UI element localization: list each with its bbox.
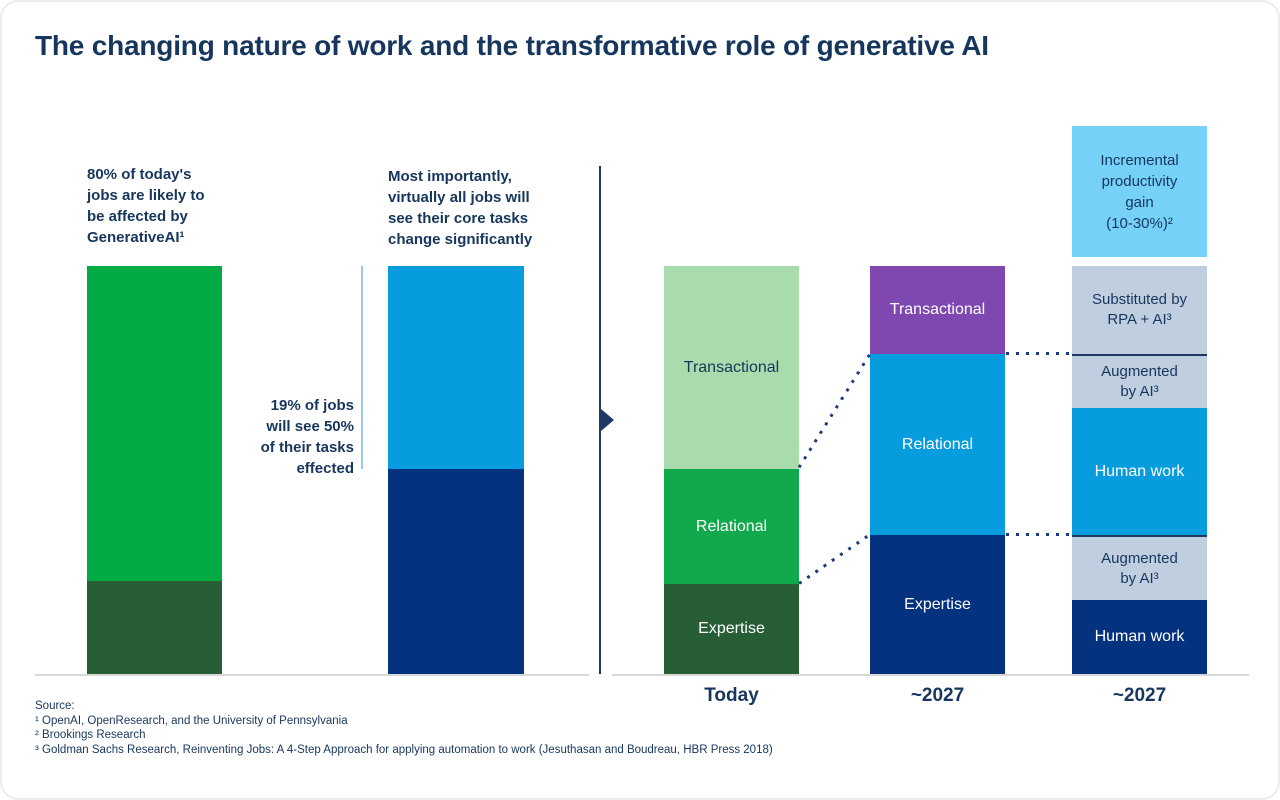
productivity-gain-box: Incremental productivity gain (10-30%)² (1072, 126, 1207, 257)
segment-relational: Relational (664, 469, 799, 584)
annotation-line: 80% of today's (87, 166, 192, 183)
arrow-right-icon (601, 409, 614, 431)
segment-expertise: Expertise (870, 535, 1005, 674)
source-item: ² Brookings Research (35, 729, 146, 741)
segment-relational: Relational (870, 354, 1005, 535)
annotation-tasks-effected: 19% of jobs will see 50% of their tasks … (227, 395, 354, 479)
annotation-line: GenerativeAI¹ (87, 229, 185, 246)
segment-augmented-by-ai: Augmented by AI³ (1072, 535, 1207, 600)
annotation-line: Most importantly, (388, 168, 512, 185)
dotted-connector (797, 353, 872, 469)
source-block: Source: ¹ OpenAI, OpenResearch, and the … (35, 699, 773, 757)
segment-substituted-rpa-ai: Substituted by RPA + AI³ (1072, 266, 1207, 354)
axis-label-2027: ~2027 (910, 685, 965, 706)
segment-tasks-top (388, 266, 524, 469)
axis-label-today: Today (704, 685, 759, 706)
source-heading: Source: (35, 700, 75, 712)
annotation-line: of their tasks (260, 439, 354, 456)
dotted-connector (1006, 352, 1072, 355)
bar-2027-split: Substituted by RPA + AI³ Augmented by AI… (1072, 266, 1207, 674)
annotation-line: will see 50% (266, 418, 354, 435)
source-item: ³ Goldman Sachs Research, Reinventing Jo… (35, 743, 773, 756)
baseline-left (35, 674, 589, 676)
annotation-line: see their core tasks (388, 210, 529, 227)
annotation-core-tasks-change: Most importantly, virtually all jobs wil… (388, 166, 603, 250)
annotation-line: 19% of jobs (270, 397, 354, 414)
source-item: ¹ OpenAI, OpenResearch, and the Universi… (35, 714, 348, 727)
segment-tasks-bottom (388, 469, 524, 674)
bar-jobs-affected (87, 266, 222, 674)
segment-augmented-by-ai: Augmented by AI³ (1072, 354, 1207, 408)
baseline-right (612, 674, 1249, 676)
annotation-line: change significantly (388, 231, 533, 248)
annotation-line: effected (296, 460, 354, 477)
annotation-line: jobs are likely to (87, 187, 205, 204)
annotation-line: virtually all jobs will (388, 189, 530, 206)
dotted-connector (1006, 533, 1072, 536)
page-title: The changing nature of work and the tran… (35, 30, 989, 61)
segment-human-work: Human work (1072, 408, 1207, 535)
segment-transactional: Transactional (870, 266, 1005, 354)
segment-remainder (87, 581, 222, 674)
annotation-jobs-affected: 80% of today's jobs are likely to be aff… (87, 164, 282, 248)
segment-affected (87, 266, 222, 581)
segment-expertise: Expertise (664, 584, 799, 674)
bar-today: Transactional Relational Expertise (664, 266, 799, 674)
axis-label-2027-split: ~2027 (1112, 685, 1167, 706)
bar-2027: Transactional Relational Expertise (870, 266, 1005, 674)
annotation-line: be affected by (87, 208, 188, 225)
segment-transactional: Transactional (664, 266, 799, 469)
annotation-rule-line (361, 266, 363, 469)
segment-human-work: Human work (1072, 600, 1207, 674)
dotted-connector (798, 533, 871, 585)
bar-core-tasks (388, 266, 524, 674)
section-divider-line (599, 166, 601, 674)
